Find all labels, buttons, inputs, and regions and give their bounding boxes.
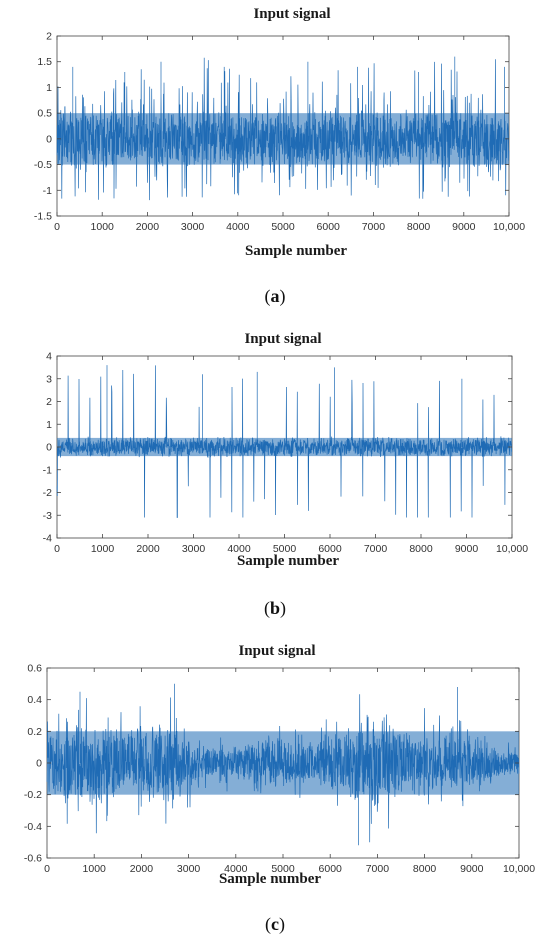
y-tick-label: 1.5 xyxy=(37,56,52,68)
line-chart-a: 21.510.50-0.5-1-1.50 1000 2000 3000 4000 5000… xyxy=(34,31,525,234)
y-tick-label: 0 xyxy=(36,758,42,770)
x-tick-label: 4000 xyxy=(224,863,248,875)
x-axis-label: Sample number xyxy=(236,553,340,569)
y-tick-label: 0.6 xyxy=(27,663,42,675)
chart-title: Input signal xyxy=(253,6,331,22)
panel-caption: (b) xyxy=(263,598,287,618)
x-tick-label: 10,000 xyxy=(503,863,535,875)
y-tick-label: 3 xyxy=(46,373,52,385)
y-tick-label: -3 xyxy=(43,510,52,522)
x-tick-label: 0 xyxy=(54,221,60,233)
x-tick-label: 4000 xyxy=(227,543,251,555)
y-tick-label: 2 xyxy=(46,396,52,408)
x-tick-label: 1000 xyxy=(91,543,115,555)
y-tick-label: 2 xyxy=(46,31,52,43)
panel-caption: (a) xyxy=(264,286,286,306)
y-tick-label: 1 xyxy=(46,419,52,431)
line-chart-c: 0.60.40.20-0.2-0.4-0.60 1000 2000 3000 4000 5… xyxy=(24,663,535,876)
x-tick-label: 3000 xyxy=(182,543,206,555)
x-tick-label: 1000 xyxy=(83,863,107,875)
x-tick-label: 0 xyxy=(54,543,60,555)
y-tick-label: 4 xyxy=(46,351,52,363)
x-tick-label: 9000 xyxy=(455,543,479,555)
x-tick-label: 5000 xyxy=(273,543,297,555)
x-tick-label: 9000 xyxy=(452,221,476,233)
y-tick-label: -1 xyxy=(43,185,52,197)
x-tick-label: 2000 xyxy=(136,221,160,233)
x-tick-label: 10,000 xyxy=(493,221,525,233)
x-tick-label: 5000 xyxy=(271,221,295,233)
y-tick-label: -1 xyxy=(43,464,52,476)
y-tick-label: -0.6 xyxy=(24,853,42,865)
x-tick-label: 10,000 xyxy=(496,543,528,555)
y-tick-label: -0.5 xyxy=(34,159,52,171)
x-tick-label: 5000 xyxy=(271,863,295,875)
chart-title: Input signal xyxy=(238,643,316,659)
x-tick-label: 2000 xyxy=(136,543,160,555)
x-tick-label: 4000 xyxy=(226,221,250,233)
y-tick-label: 0 xyxy=(46,442,52,454)
x-tick-label: 2000 xyxy=(130,863,154,875)
y-tick-label: -1.5 xyxy=(34,211,52,223)
x-tick-label: 7000 xyxy=(366,863,390,875)
y-tick-label: -0.2 xyxy=(24,789,42,801)
x-tick-label: 6000 xyxy=(319,863,343,875)
x-tick-label: 6000 xyxy=(318,543,342,555)
x-tick-label: 6000 xyxy=(317,221,341,233)
x-tick-label: 9000 xyxy=(460,863,484,875)
y-tick-label: 0.5 xyxy=(37,108,52,120)
x-tick-label: 1000 xyxy=(91,221,115,233)
y-tick-label: 1 xyxy=(46,82,52,94)
y-tick-label: 0 xyxy=(46,133,52,145)
x-axis-label: Sample number xyxy=(218,871,322,887)
x-axis-label: Sample number xyxy=(244,243,348,259)
x-tick-label: 7000 xyxy=(362,221,386,233)
signal-core-band xyxy=(57,437,512,457)
x-tick-label: 8000 xyxy=(413,863,437,875)
signal-core-band xyxy=(47,731,519,795)
x-tick-label: 8000 xyxy=(407,221,431,233)
signal-core-band xyxy=(57,113,509,165)
y-tick-label: -4 xyxy=(43,533,52,545)
y-tick-label: -2 xyxy=(43,487,52,499)
chart-title: Input signal xyxy=(244,331,322,347)
panel-caption: (c) xyxy=(265,914,285,934)
x-tick-label: 8000 xyxy=(409,543,433,555)
x-tick-label: 7000 xyxy=(364,543,388,555)
x-tick-label: 0 xyxy=(44,863,50,875)
x-tick-label: 3000 xyxy=(181,221,205,233)
y-tick-label: 0.4 xyxy=(27,694,42,706)
x-tick-label: 3000 xyxy=(177,863,201,875)
y-tick-label: -0.4 xyxy=(24,821,42,833)
y-tick-label: 0.2 xyxy=(27,726,42,738)
